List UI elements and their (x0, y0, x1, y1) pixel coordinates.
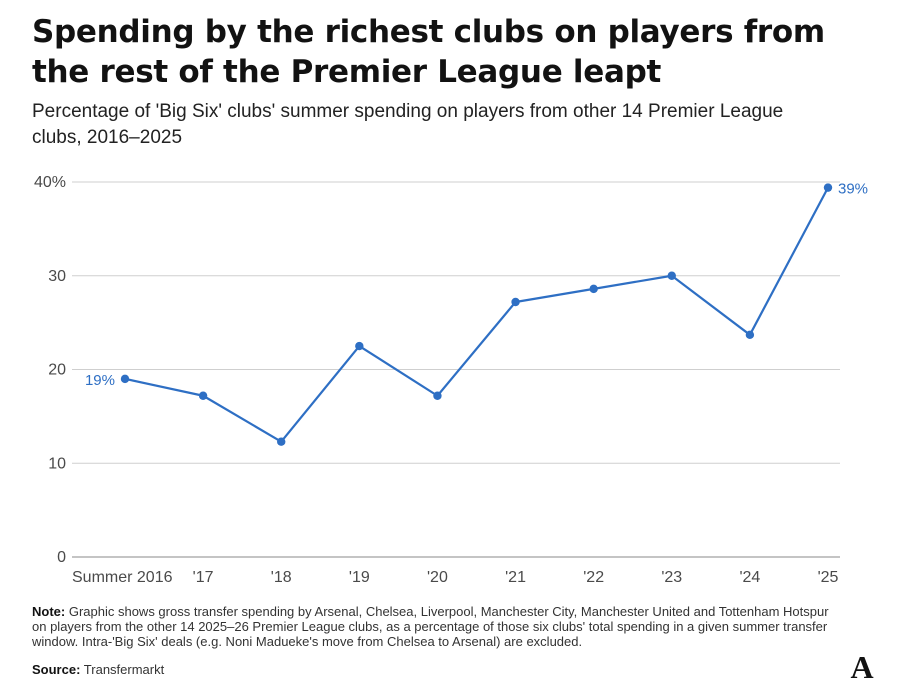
data-label: 19% (85, 372, 115, 389)
data-point (745, 330, 755, 340)
x-tick-label: '18 (271, 569, 292, 586)
source-label: Source: (32, 662, 81, 677)
data-point (355, 341, 364, 351)
data-point (589, 284, 598, 294)
data-point (120, 374, 130, 384)
athletic-logo-icon: A (850, 649, 874, 685)
data-point (277, 437, 286, 446)
x-tick-label: Summer 2016 (72, 569, 173, 586)
x-tick-label: '24 (739, 569, 760, 586)
x-tick-label: '20 (427, 569, 448, 586)
x-tick-label: '22 (583, 569, 604, 586)
y-tick-label: 0 (57, 549, 66, 566)
y-tick-label: 30 (48, 268, 66, 285)
series-line (124, 187, 829, 443)
data-point (198, 391, 208, 400)
data-point (433, 391, 442, 400)
chart-title: Spending by the richest clubs on players… (32, 14, 825, 90)
footnote: Note: Graphic shows gross transfer spend… (32, 604, 832, 649)
note-label: Note: (32, 604, 66, 619)
x-tick-label: '21 (505, 569, 526, 586)
x-tick-label: '25 (818, 569, 839, 586)
x-tick-label: '19 (349, 569, 370, 586)
source-line: Source: Transfermarkt (32, 662, 164, 677)
chart-subtitle: Percentage of 'Big Six' clubs' summer sp… (32, 101, 784, 148)
x-tick-label: '17 (193, 569, 214, 586)
data-point (823, 183, 833, 192)
data-label: 39% (838, 181, 868, 198)
data-point (667, 271, 676, 280)
line-chart: 0 10 20 30 40% Summer 2016 '17 '18 '19 '20 '21 '22… (34, 174, 868, 586)
note-text: Graphic shows gross transfer spending by… (32, 604, 829, 649)
x-tick-label: '23 (661, 569, 682, 586)
data-point (511, 297, 520, 307)
y-tick-label: 20 (48, 362, 66, 379)
source-text: Transfermarkt (83, 662, 165, 677)
y-tick-label: 10 (48, 455, 66, 472)
y-tick-label: 40% (34, 174, 66, 191)
